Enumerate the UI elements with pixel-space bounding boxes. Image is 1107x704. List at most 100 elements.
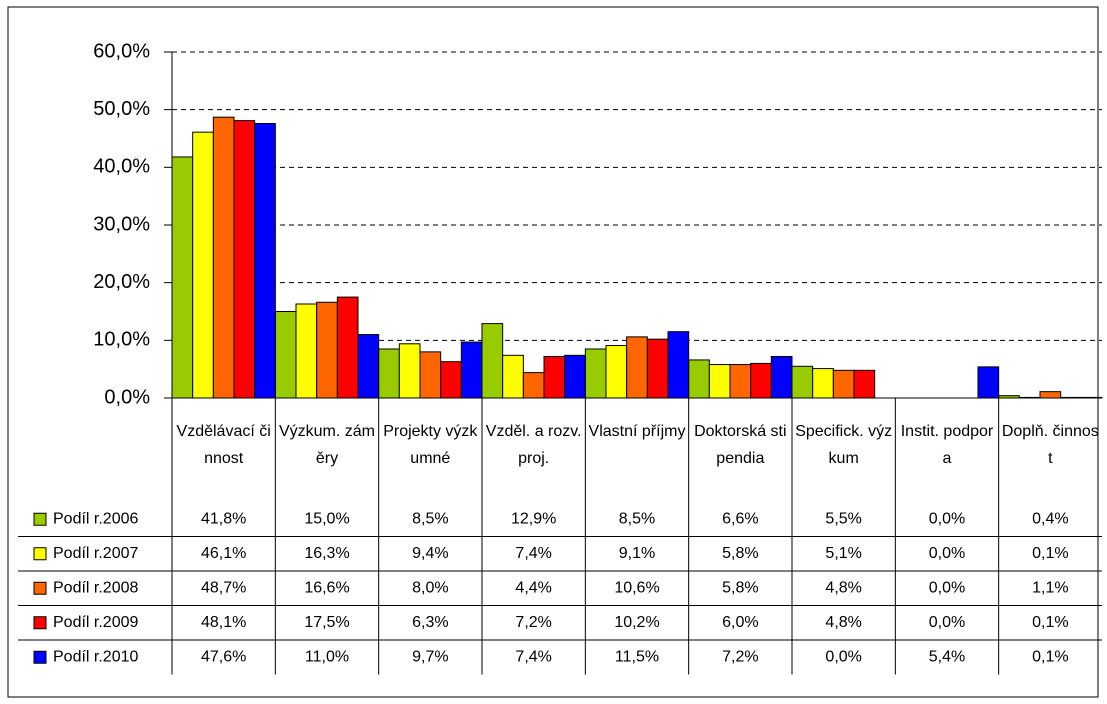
bar — [605, 345, 628, 399]
legend-key — [33, 616, 47, 630]
bar — [750, 362, 772, 399]
table-value: 6,6% — [722, 510, 758, 527]
table-value: 7,4% — [515, 545, 551, 562]
category-label-box: Specifick. výzkum — [795, 423, 893, 467]
bar — [564, 354, 586, 399]
table-value: 48,1% — [201, 614, 246, 631]
table-value: 12,9% — [511, 510, 556, 527]
legend-label: Podíl r.2009 — [53, 614, 139, 631]
bar — [460, 341, 483, 399]
bar — [419, 351, 442, 399]
table-value: 48,7% — [201, 579, 246, 596]
legend-key — [33, 650, 47, 664]
table-value: 6,0% — [722, 614, 758, 631]
x-tick-label: Doktorská stipendia — [694, 423, 787, 467]
table-value: 41,8% — [201, 510, 246, 527]
legend-key — [33, 512, 47, 526]
x-tick-label: Vlastní příjmy — [588, 423, 686, 440]
table-value: 10,2% — [614, 614, 659, 631]
bar — [440, 361, 462, 399]
bar — [502, 354, 524, 399]
table-value: 7,2% — [722, 648, 758, 665]
bar — [543, 355, 566, 399]
bar — [791, 365, 814, 399]
table-value: 0,0% — [929, 579, 965, 596]
x-tick-label: Doplň. činnost — [1001, 423, 1099, 467]
table-value: 1,1% — [1032, 579, 1068, 596]
table-value: 9,7% — [412, 648, 448, 665]
bar — [832, 369, 855, 399]
table-value: 46,1% — [201, 545, 246, 562]
table-value: 9,1% — [619, 545, 655, 562]
legend-label: Podíl r.2010 — [53, 648, 139, 665]
table-value: 0,1% — [1032, 614, 1068, 631]
table-value: 5,5% — [825, 510, 861, 527]
legend-label: Podíl r.2007 — [53, 545, 139, 562]
category-label-box: Instit. podpora — [900, 423, 994, 467]
bar — [812, 368, 834, 399]
category-label-box: Projekty výzkumné — [383, 423, 477, 467]
table-value: 6,3% — [412, 614, 448, 631]
y-tick-label: 30,0% — [93, 213, 150, 235]
category-label-box: Vlastní příjmy — [588, 423, 686, 440]
y-tick-label: 0,0% — [104, 386, 150, 408]
table-value: 8,5% — [619, 510, 655, 527]
table-value: 4,4% — [515, 579, 551, 596]
table-value: 11,5% — [615, 648, 659, 665]
category-label-box: Výzkum. záměry — [278, 423, 375, 467]
bar — [274, 311, 297, 399]
table-value: 9,4% — [412, 545, 448, 562]
bar — [171, 156, 194, 399]
table-value: 0,1% — [1032, 545, 1068, 562]
category-label-box: Vzdělávací činnost — [176, 423, 271, 467]
table-value: 0,0% — [929, 614, 965, 631]
table-value: 8,0% — [412, 579, 448, 596]
legend-key — [33, 581, 47, 595]
bar — [254, 123, 276, 399]
table-value: 8,5% — [412, 510, 448, 527]
y-tick-label: 20,0% — [93, 271, 150, 293]
y-tick-label: 60,0% — [93, 40, 150, 62]
category-label-box: Doktorská stipendia — [694, 423, 787, 467]
table-value: 7,4% — [515, 648, 551, 665]
table-value: 0,1% — [1032, 648, 1068, 665]
bar — [481, 323, 504, 399]
category-label-box: Doplň. činnost — [1001, 423, 1099, 467]
legend-label: Podíl r.2008 — [53, 579, 139, 596]
table-value: 0,4% — [1032, 510, 1068, 527]
bar — [192, 131, 214, 399]
table-value: 5,1% — [825, 545, 861, 562]
y-tick-label: 40,0% — [93, 156, 150, 178]
x-tick-label: Vzděl. a rozv. proj. — [485, 423, 582, 467]
bar — [398, 343, 421, 399]
table-value: 0,0% — [929, 545, 965, 562]
y-tick-label: 50,0% — [93, 98, 150, 120]
table-value: 5,4% — [929, 648, 965, 665]
bar — [646, 338, 669, 399]
table-value: 11,0% — [305, 648, 349, 665]
table-value: 16,6% — [304, 579, 349, 596]
table-value: 47,6% — [201, 648, 246, 665]
x-tick-label: Vzdělávací činnost — [176, 423, 271, 467]
x-tick-label: Specifick. výzkum — [795, 423, 893, 467]
bar — [295, 303, 318, 399]
table-value: 0,0% — [929, 510, 965, 527]
bar — [626, 336, 648, 399]
bar — [336, 296, 359, 399]
x-tick-label: Výzkum. záměry — [278, 423, 375, 467]
bar — [729, 364, 752, 399]
bar — [688, 359, 710, 399]
table-value: 17,5% — [304, 614, 349, 631]
bar — [212, 116, 235, 399]
category-label-box: Vzděl. a rozv. proj. — [485, 423, 582, 467]
bar — [770, 355, 793, 399]
bar — [853, 369, 876, 399]
bar — [708, 364, 731, 399]
bar — [233, 120, 256, 399]
bar — [667, 331, 690, 399]
bar — [1039, 391, 1062, 399]
table-value: 4,8% — [825, 579, 861, 596]
x-tick-label: Instit. podpora — [900, 423, 994, 467]
legend-key — [33, 547, 47, 561]
